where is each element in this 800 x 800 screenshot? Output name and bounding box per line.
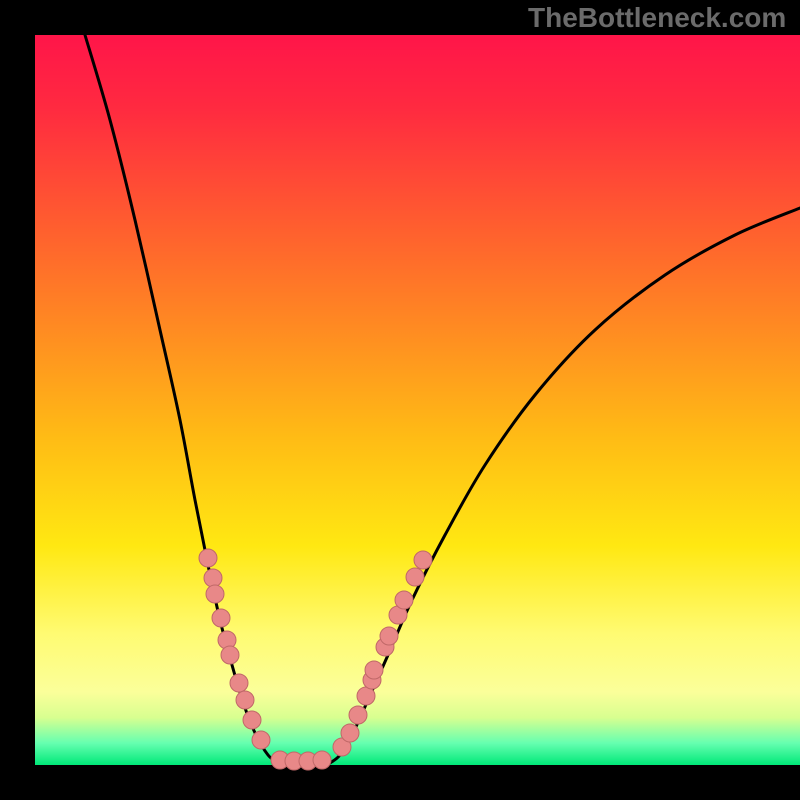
chart-canvas: TheBottleneck.com — [0, 0, 800, 800]
plot-gradient-area — [35, 35, 800, 765]
watermark-text: TheBottleneck.com — [528, 2, 786, 34]
